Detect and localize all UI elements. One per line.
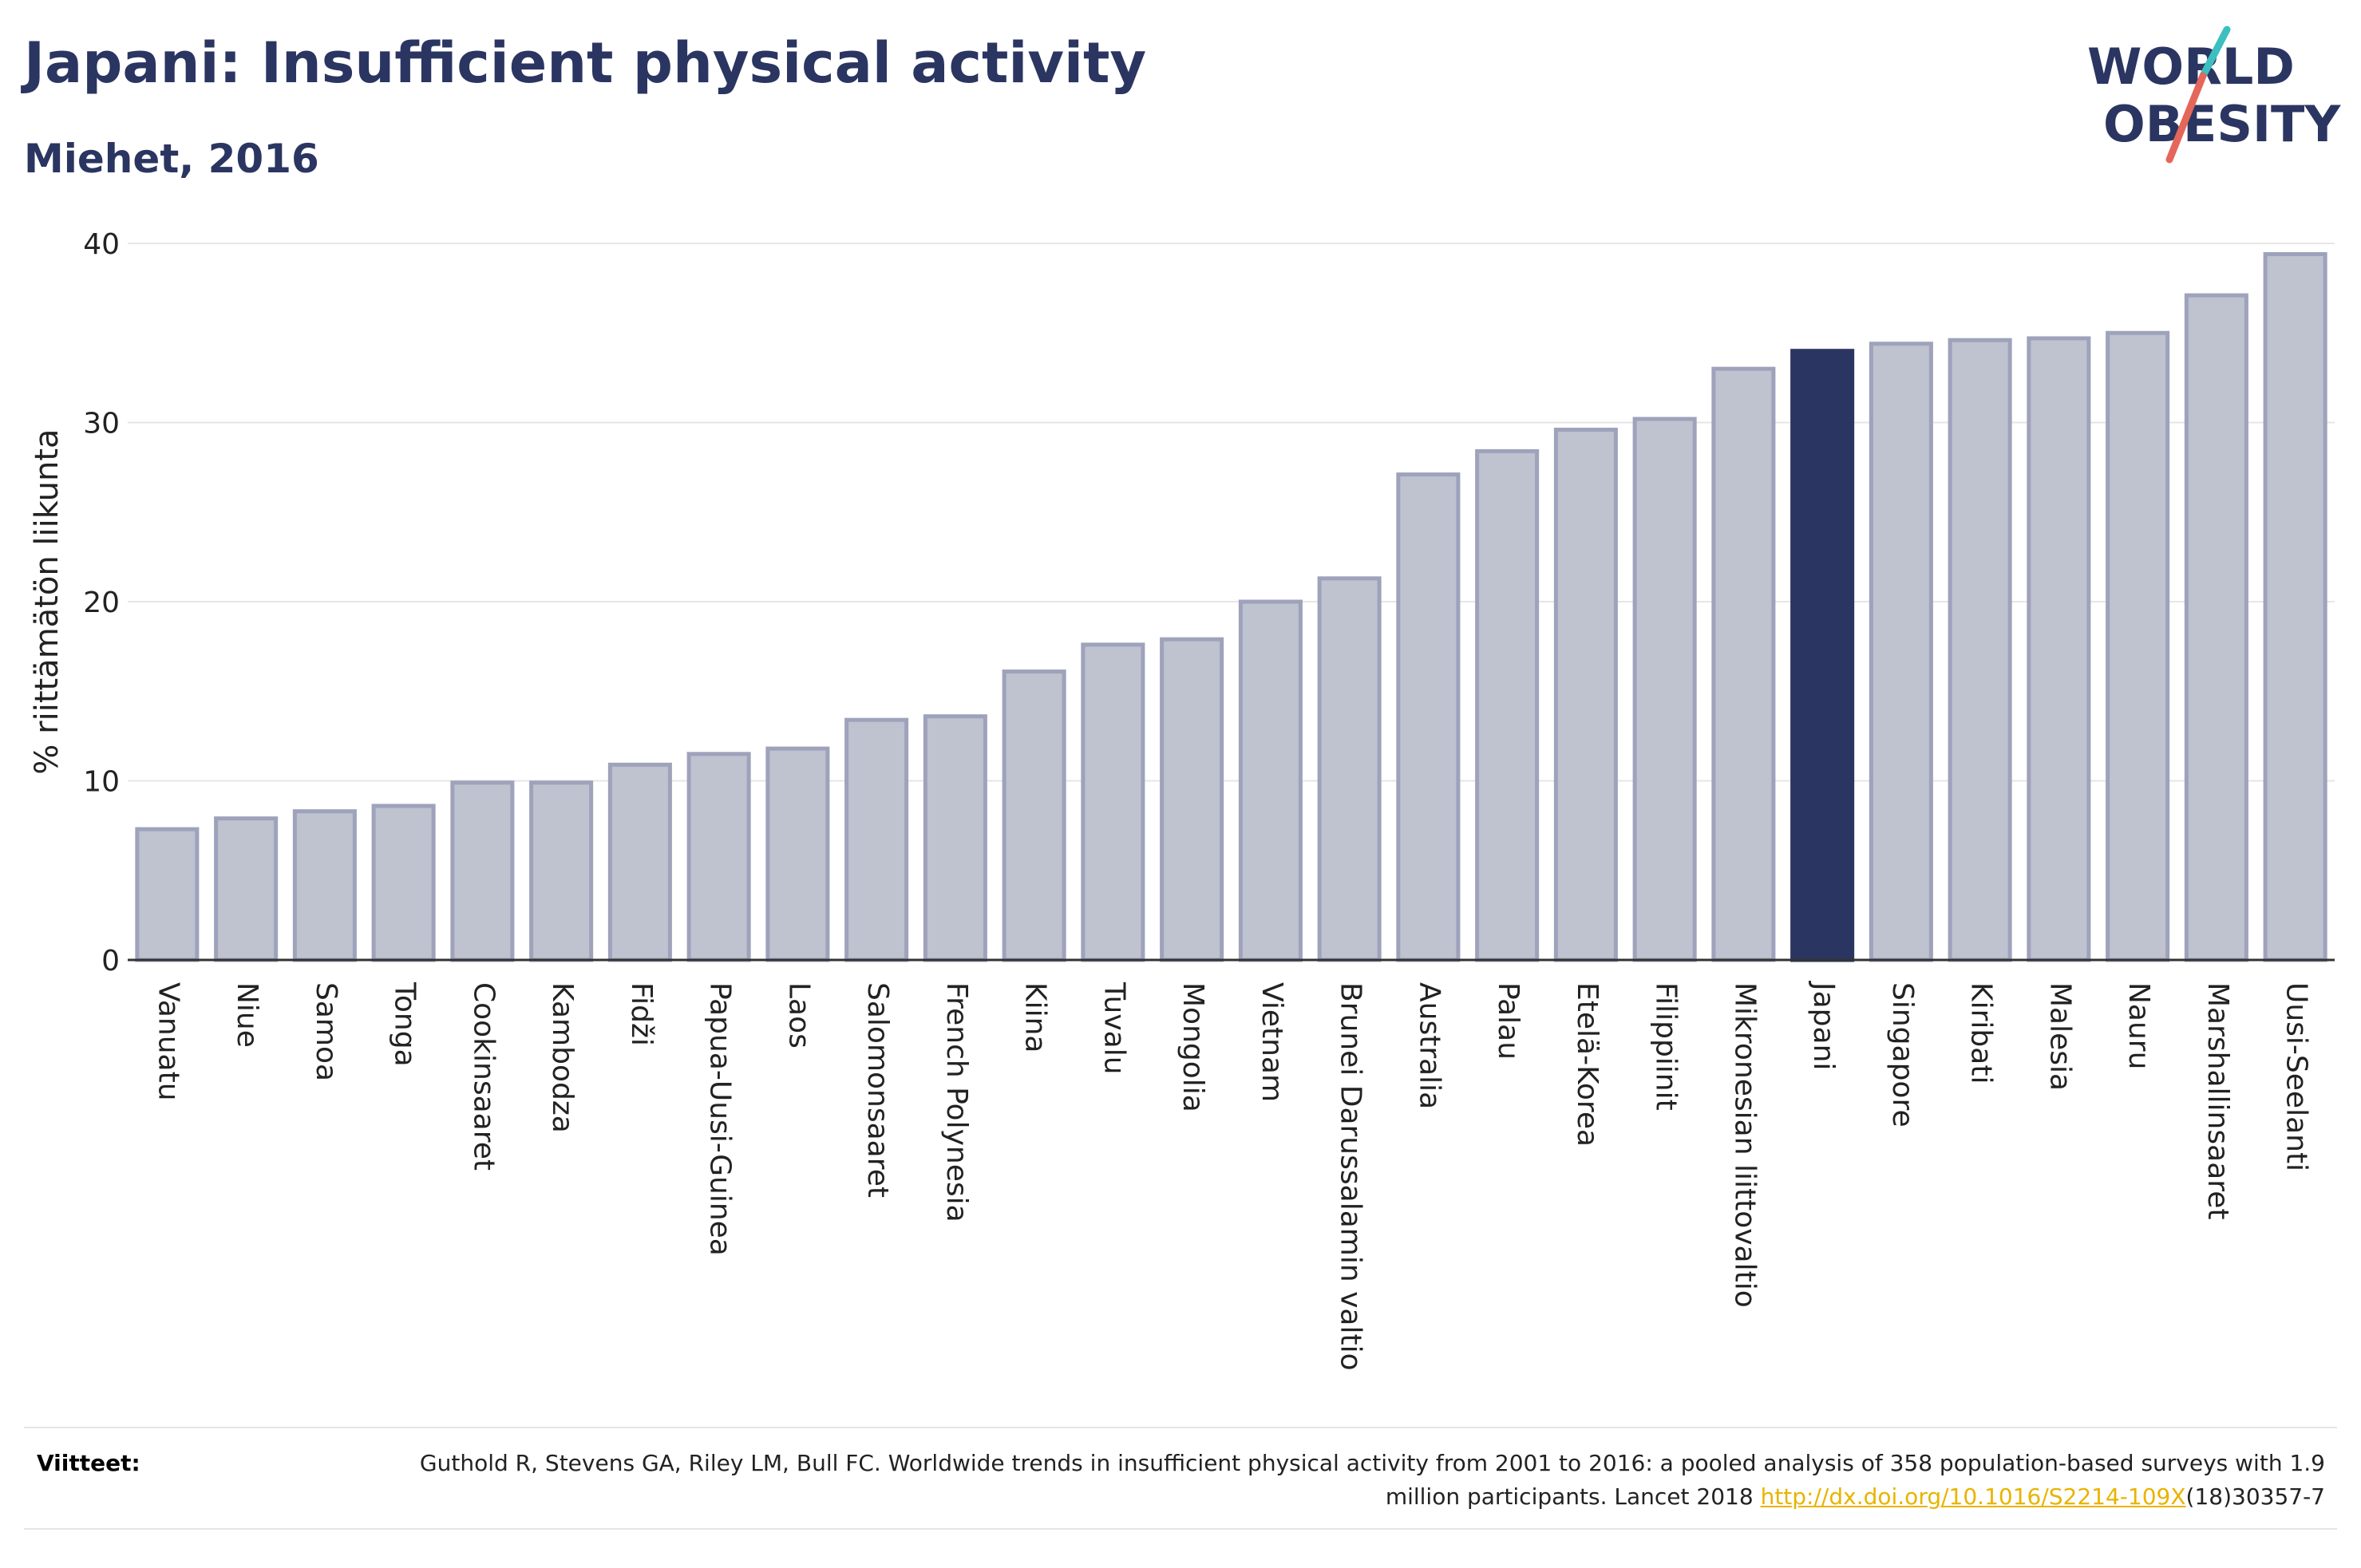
- y-tick-labels: 0 10 20 30 40: [83, 228, 120, 978]
- x-tick-label: Mikronesian liittovaltio: [1728, 982, 1761, 1308]
- x-tick-label: Japani: [1807, 981, 1840, 1070]
- reference-citation: Guthold R, Stevens GA, Riley LM, Bull FC…: [419, 1450, 2325, 1510]
- bar-malesia: [2027, 336, 2091, 962]
- x-tick-label: Nauru: [2122, 982, 2155, 1069]
- x-tick-label: Fidži: [625, 982, 658, 1046]
- x-tick-label: French Polynesia: [940, 982, 973, 1222]
- x-tick-label: Singapore: [1886, 982, 1919, 1128]
- x-tick-label: Kiribati: [1965, 982, 1998, 1084]
- bar-vietnam: [1238, 599, 1303, 962]
- y-tick-label: 20: [83, 587, 120, 619]
- chart-subtitle: Miehet, 2016: [24, 136, 319, 182]
- bar-japani: [1790, 349, 1855, 962]
- reference-doi-link[interactable]: http://dx.doi.org/10.1016/S2214-109X: [1760, 1483, 2186, 1510]
- bar-etelä-korea: [1553, 427, 1618, 962]
- bar-brunei-darussalamin-valtio: [1317, 576, 1382, 962]
- bar-french-polynesia: [923, 714, 987, 962]
- bar-kiribati: [1948, 338, 2012, 962]
- bar-niue: [214, 816, 279, 962]
- x-tick-label: Etelä-Korea: [1571, 982, 1604, 1147]
- bar-chart: 0 10 20 30 40 Vanuatu Niue Samoa Tonga Cookinsaa…: [29, 228, 2335, 1371]
- bar-cookinsaaret: [450, 780, 515, 962]
- bar-salomonsaaret: [844, 717, 909, 962]
- x-tick-label: Niue: [231, 982, 263, 1048]
- x-tick-label: Cookinsaaret: [467, 982, 500, 1171]
- bar-marshallinsaaret: [2184, 293, 2248, 962]
- bar-singapore: [1869, 342, 1933, 962]
- y-tick-label: 0: [101, 945, 120, 978]
- bar-kiina: [1002, 669, 1066, 962]
- bar-nauru: [2106, 330, 2170, 962]
- logo-slash-teal: [2199, 26, 2231, 80]
- x-tick-label: Filippiinit: [1650, 982, 1683, 1111]
- x-tick-label: Mongolia: [1177, 982, 1209, 1112]
- bar-kambodza: [529, 780, 594, 962]
- x-tick-label: Tuvalu: [1097, 981, 1130, 1075]
- bar-palau: [1475, 448, 1540, 962]
- bar-mikronesian-liittovaltio: [1711, 366, 1776, 962]
- bar-samoa: [292, 809, 357, 962]
- bar-tuvalu: [1081, 642, 1145, 962]
- x-tick-label: Marshallinsaaret: [2201, 982, 2234, 1220]
- bar-uusi-seelanti: [2263, 251, 2327, 962]
- x-tick-label: Uusi-Seelanti: [2280, 982, 2313, 1171]
- y-tick-label: 40: [83, 228, 120, 261]
- bar-laos: [765, 746, 830, 962]
- logo-line2: OBESITY: [2103, 95, 2341, 153]
- x-tick-label: Salomonsaaret: [861, 982, 894, 1198]
- x-tick-label: Brunei Darussalamin valtio: [1335, 982, 1367, 1371]
- bar-tonga: [371, 804, 436, 962]
- x-tick-label: Tonga: [389, 981, 421, 1067]
- x-tick-labels: Vanuatu Niue Samoa Tonga Cookinsaaret Kambodz…: [152, 981, 2312, 1371]
- world-obesity-logo: WORLD OBESITY: [2087, 26, 2341, 164]
- reference-citation-end: (18)30357-7: [2185, 1483, 2325, 1510]
- y-tick-label: 30: [83, 408, 120, 440]
- references-text: Guthold R, Stevens GA, Riley LM, Bull FC…: [409, 1447, 2325, 1514]
- x-tick-label: Kiina: [1019, 982, 1052, 1053]
- logo-line1: WORLD: [2087, 38, 2295, 96]
- bar-vanuatu: [135, 827, 200, 962]
- bar-filippiinit: [1632, 417, 1697, 962]
- x-tick-label: Papua-Uusi-Guinea: [704, 982, 737, 1256]
- bar-fidži: [607, 762, 672, 962]
- x-tick-label: Samoa: [310, 982, 342, 1081]
- x-tick-label: Australia: [1413, 982, 1445, 1109]
- chart-title: Japani: Insufficient physical activity: [24, 30, 1147, 96]
- x-tick-label: Vanuatu: [152, 982, 184, 1101]
- bars: [135, 251, 2327, 962]
- y-tick-label: 10: [83, 766, 120, 799]
- logo-slash-red: [2165, 72, 2207, 164]
- x-tick-label: Laos: [782, 982, 815, 1049]
- bar-papua-uusi-guinea: [686, 752, 751, 962]
- x-tick-label: Kambodza: [546, 982, 579, 1133]
- bar-mongolia: [1160, 637, 1224, 962]
- x-tick-label: Palau: [1492, 982, 1525, 1060]
- bar-australia: [1396, 472, 1461, 962]
- y-axis-label: % riittämätön liikunta: [29, 429, 65, 774]
- references-label: Viitteet:: [37, 1450, 140, 1476]
- x-tick-label: Vietnam: [1256, 982, 1288, 1102]
- x-tick-label: Malesia: [2043, 982, 2076, 1091]
- references-footer: Viitteet: Guthold R, Stevens GA, Riley L…: [24, 1427, 2337, 1530]
